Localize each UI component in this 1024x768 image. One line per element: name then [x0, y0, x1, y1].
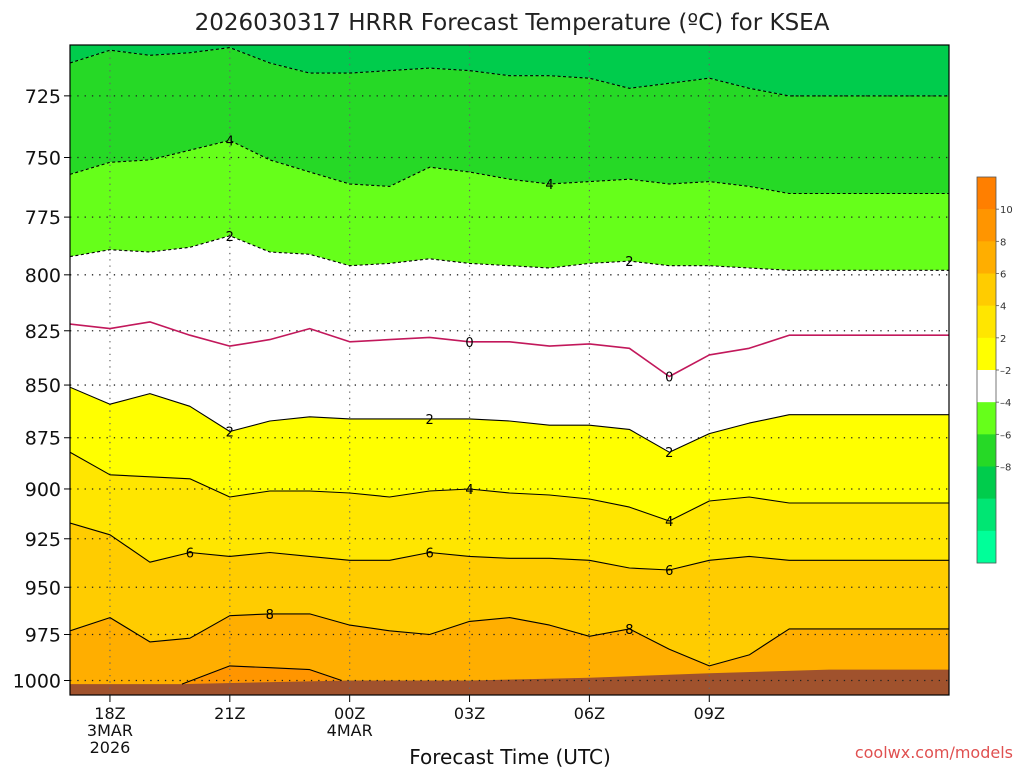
isotherm-label: 2 [226, 230, 234, 245]
isotherm-label: 4 [465, 483, 473, 498]
isotherm-label: 4 [226, 134, 234, 149]
x-axis-label: Forecast Time (UTC) [409, 745, 611, 768]
temperature-fills [70, 45, 949, 695]
y-tick-label: 850 [25, 375, 61, 397]
colorbar-swatch [977, 241, 996, 274]
isotherm-label: 8 [266, 608, 274, 623]
chart-title: 2026030317 HRRR Forecast Temperature (ºC… [195, 10, 830, 36]
band-above-10 [181, 665, 342, 695]
isotherm-label: 6 [665, 564, 673, 579]
colorbar-label: –6 [1000, 430, 1011, 441]
y-tick-label: 825 [25, 321, 61, 343]
credit-text: coolwx.com/models [855, 743, 1013, 762]
y-tick-label: 975 [25, 624, 61, 646]
isotherm-label: 4 [665, 515, 673, 530]
colorbar-swatch [977, 466, 996, 499]
isotherm-2 [70, 386, 949, 453]
y-tick-label: 775 [25, 207, 61, 229]
isotherm-label: 0 [665, 370, 673, 385]
isotherm-labels: 4 4 2 2 0 0 2 2 2 4 4 6 6 6 8 8 [186, 134, 674, 638]
isotherm-label: 8 [625, 623, 633, 638]
isotherm-8 [70, 613, 949, 667]
isotherm--4 [70, 139, 949, 195]
colorbar: 10 8 6 4 2 –2 –4 –6 –8 [976, 176, 1013, 564]
colorbar-label: –2 [1000, 366, 1011, 377]
colorbar-label: 6 [1000, 270, 1006, 281]
x-tick-label: 3MAR [87, 721, 133, 740]
x-tick-label: 06Z [574, 704, 605, 723]
y-tick-label: 925 [25, 529, 61, 551]
x-tick-label: 00Z [334, 704, 365, 723]
band-above--6 [70, 45, 949, 96]
colorbar-swatch [977, 305, 996, 339]
colorbar-swatch [977, 337, 996, 371]
isotherm-label: 2 [625, 255, 633, 270]
colorbar-label: –8 [1000, 463, 1011, 474]
band-4-to-6 [70, 452, 949, 570]
y-tick-label: 1000 [13, 671, 61, 693]
y-tick-label: 750 [25, 147, 61, 169]
band-2-to-4 [70, 387, 949, 521]
x-tick-label: 03Z [454, 704, 485, 723]
ground-terrain [70, 669, 949, 695]
colorbar-label: –4 [1000, 398, 1011, 409]
plot-area [70, 45, 949, 695]
colorbar-swatch [977, 402, 996, 435]
x-tick-label: 18Z [94, 704, 125, 723]
colorbar-label: 4 [1000, 302, 1006, 313]
isotherm-6 [70, 522, 949, 571]
band--4-to--2 [70, 140, 949, 271]
y-axis: 725 750 775 800 825 850 875 900 925 950 975 1000 [13, 86, 70, 693]
colorbar-swatch [977, 434, 996, 467]
y-tick-label: 950 [25, 577, 61, 599]
colorbar-swatch [977, 370, 996, 403]
isotherm-label: 6 [186, 546, 194, 561]
isotherm-10 [181, 665, 342, 685]
isotherm--2 [70, 235, 949, 271]
y-tick-label: 900 [25, 479, 61, 501]
isotherm-0 [70, 321, 949, 378]
colorbar-swatch [977, 177, 996, 210]
isotherm-4 [70, 451, 949, 522]
x-tick-label: 2026 [90, 738, 131, 757]
isotherm-label: 0 [465, 336, 473, 351]
colorbar-label: 2 [1000, 334, 1006, 345]
colorbar-label: 10 [1000, 205, 1013, 216]
plot-frame [69, 44, 950, 696]
y-tick-label: 875 [25, 428, 61, 450]
isotherm-lines [70, 47, 949, 685]
colorbar-swatch [977, 273, 996, 306]
band-0-to-2 [70, 321, 949, 453]
x-tick-label: 4MAR [327, 721, 373, 740]
isotherm-label: 4 [545, 178, 553, 193]
isotherm-label: 2 [226, 426, 234, 441]
grid-lines [70, 45, 949, 695]
isotherm-label: 2 [665, 446, 673, 461]
colorbar-swatch [977, 498, 996, 532]
x-tick-label: 09Z [694, 704, 725, 723]
colorbar-label: 8 [1000, 237, 1006, 248]
y-tick-label: 800 [25, 265, 61, 287]
y-tick-label: 725 [25, 86, 61, 108]
band--2-to-0 [70, 235, 949, 377]
x-tick-label: 21Z [214, 704, 245, 723]
isotherm--6 [70, 47, 949, 97]
isotherm-label: 2 [425, 413, 433, 428]
colorbar-swatch [977, 209, 996, 242]
isotherm-label: 6 [425, 546, 433, 561]
colorbar-swatch [977, 530, 996, 564]
